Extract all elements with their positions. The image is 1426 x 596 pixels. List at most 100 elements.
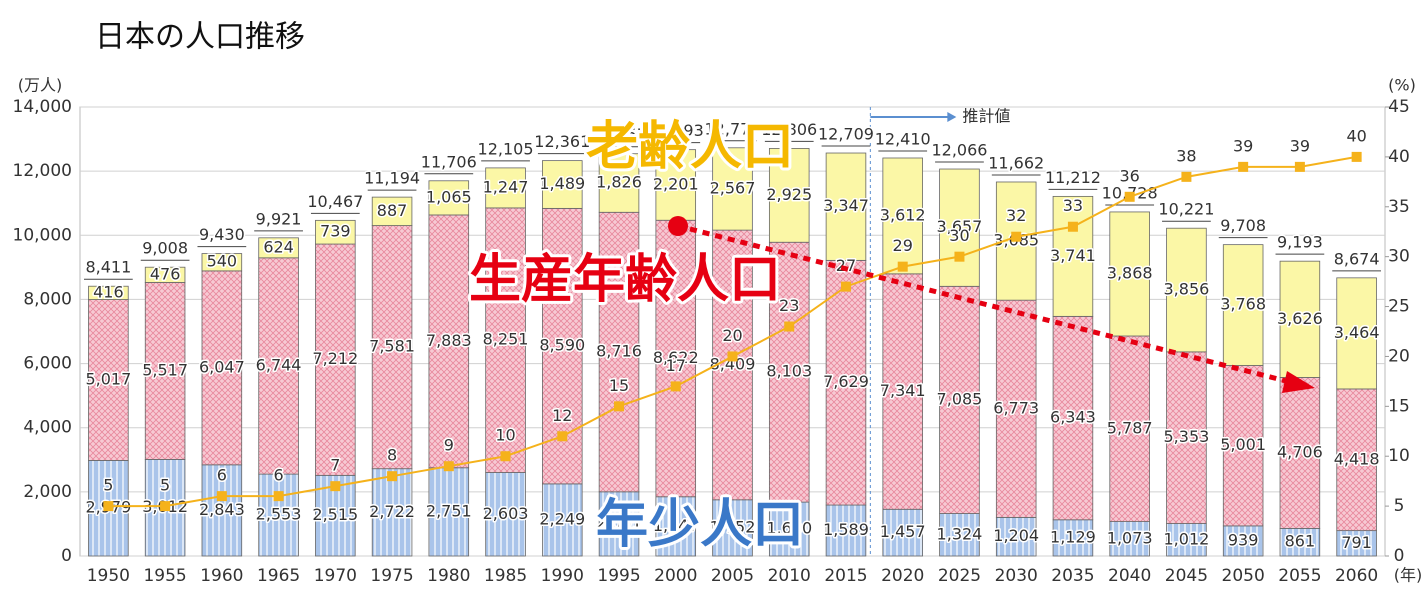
data-label: 791 — [1341, 533, 1372, 552]
line-label: 12 — [552, 406, 572, 425]
bar-segment — [144, 282, 186, 460]
line-marker — [387, 471, 398, 482]
data-label: 3,657 — [937, 217, 983, 236]
line-marker — [1351, 151, 1362, 162]
total-label: 9,708 — [1220, 216, 1266, 235]
bar-segment — [258, 237, 299, 259]
line-label: 9 — [444, 436, 454, 455]
bar-segment — [485, 207, 526, 473]
data-label: 6,744 — [256, 355, 302, 374]
bar-segment — [1336, 530, 1377, 557]
bar-segment — [428, 467, 470, 557]
bar-segment — [598, 491, 640, 557]
x-tick-label: 2005 — [711, 566, 754, 586]
total-label: 11,662 — [988, 153, 1044, 172]
line-label: 27 — [836, 256, 856, 275]
y2-tick-label: 25 — [1388, 297, 1410, 317]
x-unit-label: (年) — [1394, 566, 1423, 585]
x-tick-label: 1955 — [143, 566, 186, 586]
bar-segment — [1336, 277, 1377, 390]
data-label: 4,418 — [1334, 449, 1380, 468]
line-marker — [897, 261, 908, 272]
line-label: 36 — [1119, 166, 1139, 185]
line-marker — [103, 501, 114, 512]
bar-segment — [825, 259, 867, 506]
data-label: 1,324 — [937, 524, 983, 543]
data-label: 739 — [320, 222, 351, 241]
bar-segment — [1222, 525, 1264, 557]
line-marker — [954, 251, 965, 262]
bar-segment — [712, 499, 753, 557]
data-label: 861 — [1285, 532, 1316, 551]
data-label: 6,047 — [199, 357, 245, 376]
trend-arrow-head — [1282, 371, 1315, 393]
line-marker — [1294, 161, 1305, 172]
line-label: 39 — [1233, 136, 1253, 155]
line-marker — [1124, 191, 1135, 202]
data-label: 1,073 — [1107, 528, 1153, 547]
total-label: 12,777 — [705, 119, 761, 138]
line-marker — [1181, 171, 1192, 182]
bar-segment — [88, 299, 129, 461]
chart-title: 日本の人口推移 — [95, 20, 305, 55]
data-label: 3,612 — [880, 205, 926, 224]
line-label: 5 — [103, 476, 113, 495]
x-tick-label: 1980 — [427, 566, 470, 586]
line-label: 33 — [1063, 196, 1083, 215]
total-label: 9,008 — [142, 239, 188, 258]
x-tick-label: 1975 — [370, 566, 413, 586]
bar-segment — [655, 219, 697, 498]
bar-segment — [1052, 519, 1094, 557]
bar-segment — [1109, 335, 1150, 522]
data-label: 2,515 — [312, 505, 358, 524]
data-label: 2,249 — [539, 509, 585, 528]
line-marker — [216, 491, 227, 502]
x-tick-label: 2060 — [1335, 566, 1378, 586]
bar-segment — [201, 270, 243, 466]
data-label: 8,251 — [483, 330, 529, 349]
total-label: 10,467 — [307, 192, 363, 211]
x-tick-label: 2040 — [1108, 566, 1151, 586]
data-label: 939 — [1228, 530, 1259, 549]
data-label: 8,103 — [766, 362, 812, 381]
x-tick-label: 2050 — [1222, 566, 1265, 586]
bar-segment — [88, 285, 129, 300]
data-label: 6,773 — [993, 398, 1039, 417]
x-tick-label: 2030 — [995, 566, 1038, 586]
line-marker — [273, 491, 284, 502]
x-tick-label: 1970 — [314, 566, 357, 586]
bar-segment — [201, 464, 243, 557]
y2-tick-label: 35 — [1388, 197, 1410, 217]
total-label: 11,194 — [364, 169, 420, 188]
line-marker — [500, 451, 511, 462]
bar-segment — [428, 180, 470, 216]
data-label: 1,065 — [426, 187, 472, 206]
total-label: 12,410 — [875, 129, 931, 148]
x-tick-label: 2010 — [768, 566, 811, 586]
total-label: 12,105 — [478, 139, 534, 158]
data-label: 3,741 — [1050, 246, 1096, 265]
bar-segment — [315, 243, 356, 476]
line-label: 20 — [722, 326, 742, 345]
data-label: 3,626 — [1277, 309, 1323, 328]
line-label: 6 — [273, 466, 283, 485]
y2-tick-label: 10 — [1388, 446, 1410, 466]
line-marker — [443, 461, 454, 472]
x-tick-label: 2055 — [1278, 566, 1321, 586]
data-label: 3,347 — [823, 196, 869, 215]
data-label: 5,001 — [1220, 435, 1266, 454]
bar-segment — [144, 266, 186, 283]
data-label: 8,409 — [710, 354, 756, 373]
x-tick-label: 2025 — [938, 566, 981, 586]
line-marker — [557, 431, 568, 442]
bar-segment — [882, 508, 923, 557]
forecast-arrow-head — [947, 112, 957, 122]
bar-segment — [882, 157, 923, 275]
data-label: 2,751 — [426, 501, 472, 520]
data-label: 4,706 — [1277, 442, 1323, 461]
total-label: 11,706 — [421, 152, 477, 171]
total-label: 9,921 — [256, 209, 302, 228]
bar-segment — [712, 147, 753, 231]
line-label: 7 — [330, 456, 340, 475]
y-tick-label: 8,000 — [23, 289, 72, 309]
